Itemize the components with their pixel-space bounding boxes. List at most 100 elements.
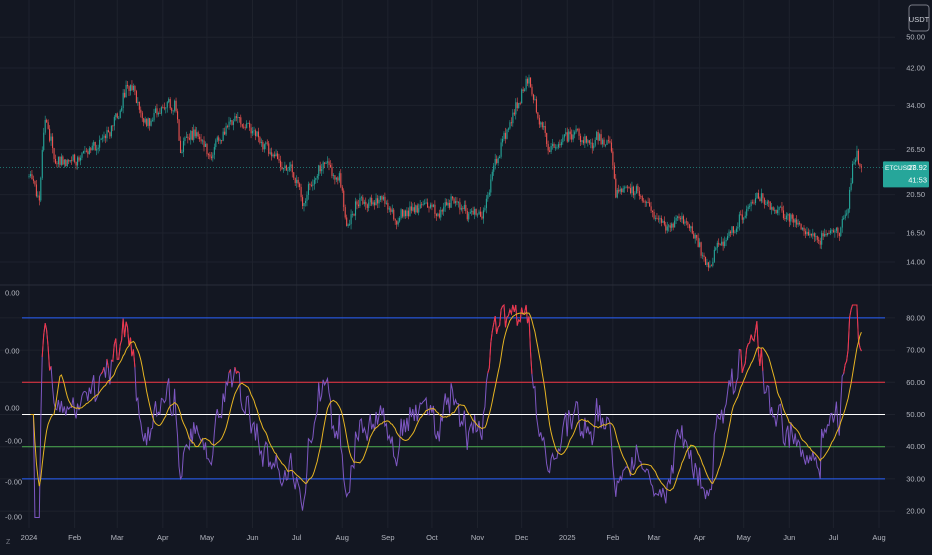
price-pane[interactable] (0, 74, 885, 272)
candle-body (124, 92, 126, 98)
candle-body (713, 249, 715, 262)
time-axis-tick: 2025 (559, 533, 576, 542)
candle-body (282, 168, 285, 170)
candle-body (378, 199, 380, 204)
candle-body (424, 203, 426, 205)
candle-body (779, 206, 782, 208)
candle-body (744, 215, 746, 218)
candle-body (784, 218, 786, 220)
candle-body (331, 167, 333, 176)
candle-body (675, 217, 677, 221)
candle-body (647, 201, 649, 203)
time-axis-tick: Jul (292, 533, 302, 542)
candle-body (768, 201, 770, 203)
candle-body (619, 188, 621, 192)
candle-body (846, 213, 848, 215)
candle-body (375, 198, 377, 206)
candle-body (729, 231, 732, 234)
candle-body (643, 200, 645, 202)
candle-body (443, 206, 445, 212)
candle-body (428, 207, 430, 209)
candle-body (781, 206, 783, 211)
candle-body (297, 179, 299, 184)
candle-body (99, 139, 101, 148)
candle-body (415, 205, 417, 213)
candle-body (615, 178, 617, 198)
candle-body (568, 131, 570, 142)
candle-body (721, 241, 723, 245)
candle-body (709, 265, 711, 268)
candle-body (53, 148, 55, 159)
rsi-overbought-segment (106, 358, 109, 368)
candle-body (822, 233, 824, 237)
candle-body (850, 183, 852, 190)
candle-body (531, 86, 533, 95)
candle-body (293, 172, 295, 178)
candle-body (262, 141, 264, 150)
candle-body (750, 201, 752, 207)
rsi-axis-tick: 60.00 (906, 378, 925, 387)
candle-body (815, 236, 817, 237)
candle-body (406, 210, 408, 217)
candle-body (468, 213, 470, 220)
candle-body (694, 234, 696, 239)
candle-body (524, 89, 526, 91)
candle-body (237, 117, 239, 118)
candle-body (34, 180, 36, 185)
candle-body (353, 214, 355, 216)
candle-body (215, 140, 217, 148)
candle-body (171, 108, 173, 111)
candle-body (57, 156, 60, 165)
timezone-icon[interactable]: Z (6, 539, 11, 546)
candle-body (852, 163, 854, 184)
candle-body (421, 204, 423, 206)
candle-body (490, 179, 492, 193)
currency-selector[interactable]: USDT (908, 4, 930, 32)
candle-body (478, 211, 480, 215)
candle-body (304, 200, 307, 204)
candle-body (491, 171, 493, 180)
candle-body (710, 265, 712, 267)
time-axis-tick: Jun (246, 533, 258, 542)
candle-body (737, 226, 739, 229)
candle-body (828, 233, 830, 234)
candle-body (450, 196, 452, 208)
candle-body (756, 192, 758, 199)
candle-body (602, 139, 604, 145)
candle-body (624, 187, 626, 189)
candle-body (56, 163, 58, 165)
candle-body (632, 186, 635, 196)
candle-body (634, 193, 636, 196)
candle-body (190, 130, 192, 140)
candle-body (769, 201, 771, 210)
candle-body (819, 240, 821, 245)
candle-body (722, 241, 724, 247)
candle-body (790, 214, 792, 222)
candle-body (652, 210, 654, 212)
candle-body (318, 165, 320, 176)
candle-body (482, 210, 485, 219)
candle-body (127, 84, 129, 87)
candle-body (372, 202, 374, 205)
candle-body (135, 91, 137, 103)
candle-body (97, 147, 99, 150)
candle-body (196, 132, 198, 137)
candle-body (187, 136, 189, 139)
candle-body (121, 108, 123, 111)
candle-body (256, 131, 258, 137)
rsi-pane[interactable] (22, 303, 885, 518)
candle-body (174, 100, 176, 111)
candle-body (52, 136, 54, 149)
rsi-axis-tick: 30.00 (906, 474, 925, 483)
candle-body (125, 84, 127, 98)
candle-body (37, 195, 39, 197)
candle-body (166, 102, 168, 108)
candle-body (477, 214, 479, 216)
candle-body (265, 142, 267, 145)
candle-body (559, 144, 561, 146)
candle-body (860, 166, 862, 168)
candle-body (422, 203, 424, 205)
candle-body (485, 198, 487, 209)
